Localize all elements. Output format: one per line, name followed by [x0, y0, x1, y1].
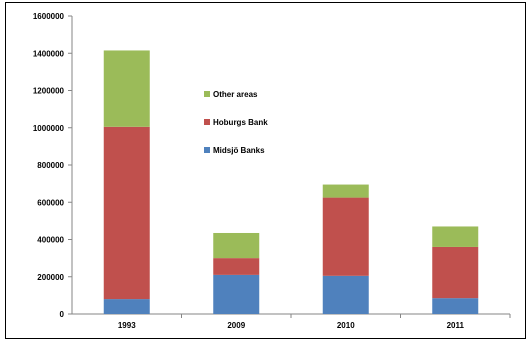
bar-segment — [432, 226, 479, 247]
legend-swatch — [204, 147, 210, 153]
y-tick-label: 1400000 — [33, 49, 65, 58]
y-tick-label: 1600000 — [33, 12, 65, 21]
x-tick-label: 2011 — [447, 321, 465, 330]
legend-entry: Midsjö Banks — [213, 146, 265, 155]
bar-segment — [322, 184, 369, 198]
y-tick-label: 0 — [60, 310, 65, 319]
y-tick-label: 400000 — [37, 236, 64, 245]
x-tick-label: 1993 — [118, 321, 136, 330]
y-tick-label: 600000 — [37, 198, 64, 207]
bar-segment — [213, 258, 260, 275]
y-tick-label: 200000 — [37, 273, 64, 282]
bar-segment — [432, 246, 479, 299]
bar-segment — [103, 50, 150, 127]
x-tick-label: 2009 — [227, 321, 245, 330]
y-tick-label: 1000000 — [33, 124, 65, 133]
bar-segment — [213, 232, 260, 259]
legend-entry: Hoburgs Bank — [213, 118, 268, 127]
legend-swatch — [204, 119, 210, 125]
y-tick-label: 800000 — [37, 161, 64, 170]
bar-segment — [432, 298, 479, 314]
bar-segment — [322, 275, 369, 314]
bar-segment — [103, 126, 150, 300]
x-tick-label: 2010 — [337, 321, 355, 330]
y-tick-label: 1200000 — [33, 87, 65, 96]
bar-segment — [322, 197, 369, 276]
bar-segment — [213, 274, 260, 314]
legend-swatch — [204, 91, 210, 97]
bar-segment — [103, 299, 150, 314]
legend-entry: Other areas — [213, 90, 258, 99]
